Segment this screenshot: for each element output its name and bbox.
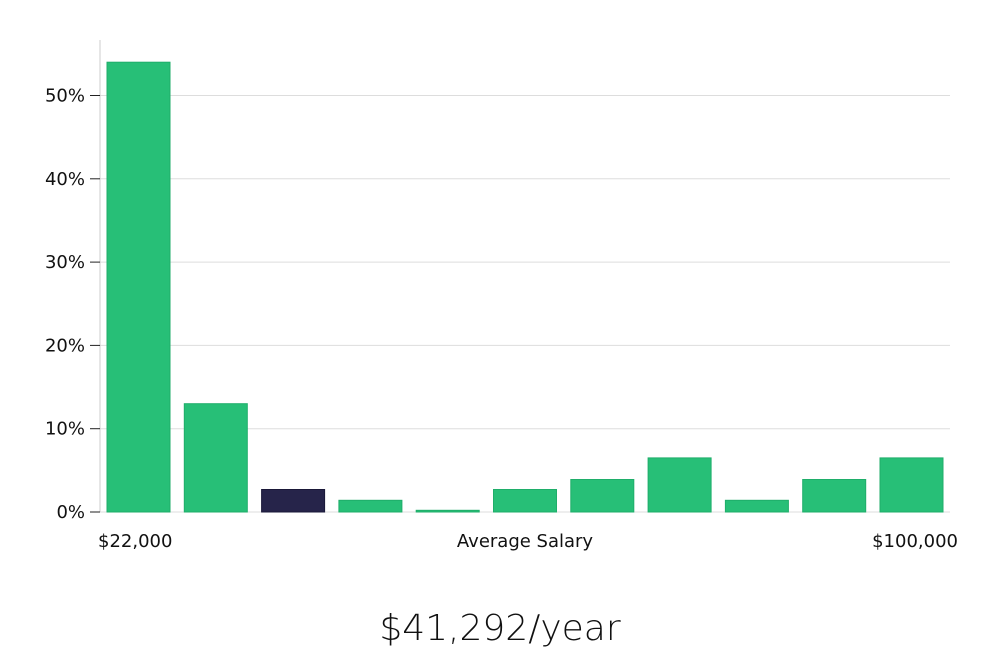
bar[interactable] xyxy=(802,479,867,513)
y-tick-label: 0% xyxy=(56,502,85,523)
bar[interactable] xyxy=(338,499,403,513)
y-tick-label: 30% xyxy=(45,252,85,273)
average-salary-headline: $41,292/year xyxy=(379,608,621,649)
y-tick-label: 40% xyxy=(45,169,85,190)
y-tick-label: 10% xyxy=(45,419,85,440)
y-axis-ticks: 0% 10% 20% 30% 40% 50% xyxy=(45,86,100,523)
y-tick-label: 20% xyxy=(45,335,85,356)
x-min-label: $22,000 xyxy=(98,531,172,552)
bars xyxy=(106,61,944,513)
x-axis-title: Average Salary xyxy=(457,531,594,552)
bar[interactable] xyxy=(647,457,712,513)
y-tick-label: 50% xyxy=(45,86,85,107)
bar[interactable] xyxy=(724,499,789,513)
bar[interactable] xyxy=(106,61,171,513)
bar-highlighted[interactable] xyxy=(261,489,326,513)
bar[interactable] xyxy=(570,479,635,513)
bar[interactable] xyxy=(415,509,480,513)
x-max-label: $100,000 xyxy=(872,531,958,552)
bar[interactable] xyxy=(493,489,557,513)
bar[interactable] xyxy=(183,403,248,513)
bar[interactable] xyxy=(879,457,944,513)
